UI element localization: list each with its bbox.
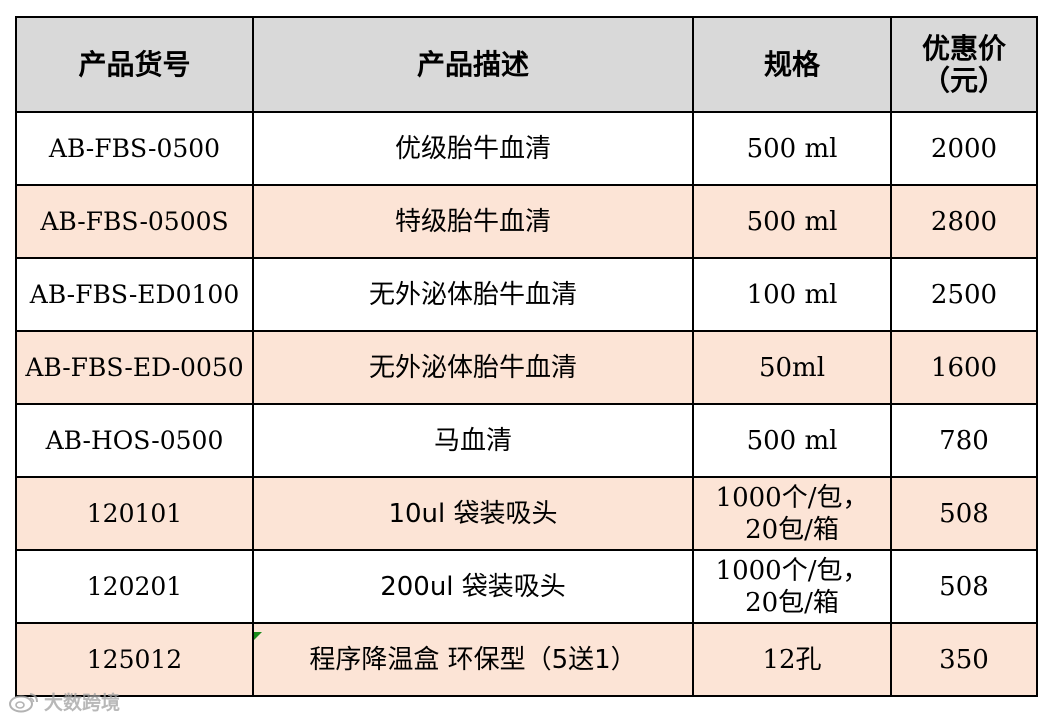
cell-desc: 无外泌体胎牛血清 [252, 257, 694, 332]
cell-spec-line2: 20包/箱 [745, 587, 839, 618]
cell-price: 780 [890, 403, 1038, 478]
cell-price: 508 [890, 549, 1038, 624]
header-price: 优惠价 （元） [890, 16, 1038, 113]
cell-desc: 特级胎牛血清 [252, 184, 694, 259]
cell-desc: 10ul 袋装吸头 [252, 476, 694, 551]
cell-spec: 12孔 [692, 622, 892, 697]
cell-price: 1600 [890, 330, 1038, 405]
header-price-line2: （元） [921, 63, 1006, 97]
price-table: 产品货号 产品描述 规格 优惠价 （元） AB-FBS-0500 优级胎牛血清 … [15, 16, 1038, 697]
cell-code: AB-FBS-0500S [15, 184, 254, 259]
cell-code: 120101 [15, 476, 254, 551]
watermark-text: 大数跨境 [44, 692, 121, 714]
table-row: AB-FBS-ED0100 无外泌体胎牛血清 100 ml 2500 [15, 257, 1038, 332]
cell-desc: 程序降温盒 环保型（5送1） [252, 622, 694, 697]
table-row: 120201 200ul 袋装吸头 1000个/包， 20包/箱 508 [15, 549, 1038, 624]
table-row: AB-FBS-ED-0050 无外泌体胎牛血清 50ml 1600 [15, 330, 1038, 405]
cell-desc: 200ul 袋装吸头 [252, 549, 694, 624]
weibo-logo-icon [9, 692, 38, 712]
cell-code: AB-HOS-0500 [15, 403, 254, 478]
cell-price: 350 [890, 622, 1038, 697]
cell-price: 508 [890, 476, 1038, 551]
header-price-line1: 优惠价 [921, 31, 1006, 65]
table-row: 120101 10ul 袋装吸头 1000个/包， 20包/箱 508 [15, 476, 1038, 551]
watermark: 大数跨境 [8, 688, 120, 715]
cell-price: 2500 [890, 257, 1038, 332]
cell-code: AB-FBS-ED-0050 [15, 330, 254, 405]
header-spec: 规格 [692, 16, 892, 113]
table-row: AB-HOS-0500 马血清 500 ml 780 [15, 403, 1038, 478]
table-row: 125012 程序降温盒 环保型（5送1） 12孔 350 [15, 622, 1038, 697]
cell-code: AB-FBS-ED0100 [15, 257, 254, 332]
cell-spec: 1000个/包， 20包/箱 [692, 549, 892, 624]
cell-spec: 500 ml [692, 403, 892, 478]
cell-spec-line2: 20包/箱 [745, 514, 839, 545]
cell-spec: 100 ml [692, 257, 892, 332]
cell-spec-line1: 1000个/包， [715, 482, 869, 513]
cell-code: AB-FBS-0500 [15, 111, 254, 186]
cell-price: 2000 [890, 111, 1038, 186]
cell-spec: 500 ml [692, 111, 892, 186]
cell-code: 120201 [15, 549, 254, 624]
cell-spec: 500 ml [692, 184, 892, 259]
cell-desc: 无外泌体胎牛血清 [252, 330, 694, 405]
cell-code: 125012 [15, 622, 254, 697]
header-desc: 产品描述 [252, 16, 694, 113]
cell-price: 2800 [890, 184, 1038, 259]
cell-spec: 1000个/包， 20包/箱 [692, 476, 892, 551]
cell-spec-line1: 1000个/包， [715, 555, 869, 586]
cell-desc: 优级胎牛血清 [252, 111, 694, 186]
cell-spec: 50ml [692, 330, 892, 405]
header-row: 产品货号 产品描述 规格 优惠价 （元） [15, 16, 1038, 113]
header-code: 产品货号 [15, 16, 254, 113]
cell-desc: 马血清 [252, 403, 694, 478]
table-row: AB-FBS-0500 优级胎牛血清 500 ml 2000 [15, 111, 1038, 186]
table-row: AB-FBS-0500S 特级胎牛血清 500 ml 2800 [15, 184, 1038, 259]
cell-comment-marker [254, 632, 262, 640]
